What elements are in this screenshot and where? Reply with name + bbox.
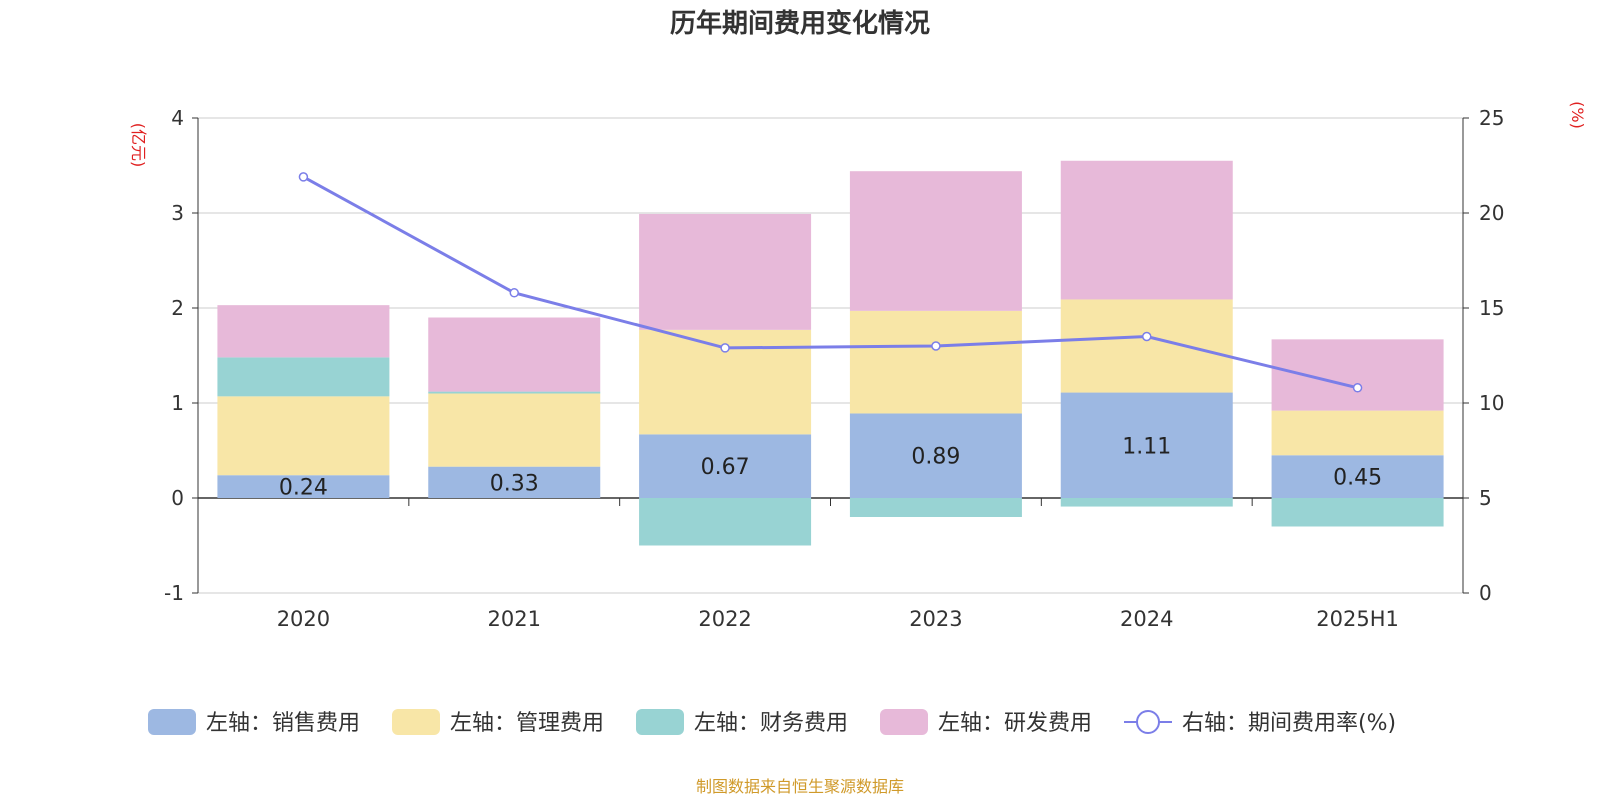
legend-label: 左轴：财务费用 bbox=[694, 711, 848, 736]
right-tick-label: 20 bbox=[1479, 201, 1504, 225]
rate-point bbox=[509, 288, 519, 298]
legend-marker bbox=[1136, 710, 1160, 734]
right-tick-label: 0 bbox=[1479, 581, 1492, 605]
bar-segment bbox=[1271, 455, 1444, 498]
bar-value-label: 0.89 bbox=[911, 445, 960, 470]
right-tick-label: 25 bbox=[1479, 106, 1504, 130]
left-axis-unit: (亿元) bbox=[129, 123, 148, 168]
bar-value-label: 0.24 bbox=[279, 476, 328, 501]
bar-segment bbox=[1060, 160, 1233, 300]
bar-segment bbox=[428, 393, 601, 467]
right-tick-label: 10 bbox=[1479, 391, 1504, 415]
bar-series bbox=[217, 160, 1444, 546]
legend-swatch bbox=[880, 709, 928, 735]
legend-label: 左轴：研发费用 bbox=[938, 711, 1092, 736]
bar-value-label: 0.67 bbox=[701, 455, 750, 480]
legend-swatch bbox=[636, 709, 684, 735]
bar-segment bbox=[639, 213, 812, 330]
left-tick-label: 3 bbox=[171, 201, 184, 225]
bar-segment bbox=[1060, 498, 1233, 507]
rate-point bbox=[720, 343, 730, 353]
legend-label: 左轴：销售费用 bbox=[206, 711, 360, 736]
bar-segment bbox=[217, 475, 390, 498]
bar-segment bbox=[217, 305, 390, 358]
bar-segment bbox=[849, 413, 1022, 498]
bar-segment bbox=[1271, 498, 1444, 527]
bar-value-label: 0.33 bbox=[490, 471, 539, 496]
legend-swatch bbox=[148, 709, 196, 735]
left-tick-label: -1 bbox=[164, 581, 184, 605]
rate-point bbox=[931, 341, 941, 351]
legend-label: 左轴：管理费用 bbox=[450, 711, 604, 736]
x-tick-label: 2021 bbox=[488, 607, 541, 631]
left-tick-label: 1 bbox=[171, 391, 184, 415]
left-tick-label: 0 bbox=[171, 486, 184, 510]
bar-segment bbox=[217, 357, 390, 397]
rate-point bbox=[1142, 331, 1152, 342]
right-axis-unit: (%) bbox=[1568, 101, 1587, 129]
bar-segment bbox=[639, 434, 812, 498]
right-tick-label: 5 bbox=[1479, 486, 1492, 510]
legend-swatch bbox=[392, 709, 440, 735]
bar-segment bbox=[428, 466, 601, 498]
bar-segment bbox=[1271, 410, 1444, 456]
rate-line bbox=[302, 175, 1358, 390]
bar-segment bbox=[849, 171, 1022, 311]
bar-segment bbox=[217, 396, 390, 476]
x-tick-label: 2020 bbox=[277, 607, 330, 631]
rate-point bbox=[1352, 383, 1363, 393]
axes: -1 0 1 2 3 4 0 5 10 15 20 25 2020 2021 2022 2023 2024 202… bbox=[164, 106, 1504, 631]
bar-segment bbox=[1060, 392, 1233, 498]
legend: 左轴：销售费用 左轴：管理费用 左轴：财务费用 左轴：研发费用 右轴：期间费用率(%) bbox=[148, 709, 1396, 736]
data-labels: 0.24 0.33 0.67 0.89 1.11 0.45 bbox=[279, 434, 1382, 500]
legend-label: 右轴：期间费用率(%) bbox=[1182, 711, 1396, 736]
left-tick-label: 4 bbox=[171, 106, 184, 130]
bar-segment bbox=[639, 498, 812, 546]
bar-segment bbox=[849, 310, 1022, 414]
x-tick-label: 2022 bbox=[698, 607, 751, 631]
left-tick-label: 2 bbox=[171, 296, 184, 320]
bar-segment bbox=[1060, 299, 1233, 393]
bar-segment bbox=[428, 391, 601, 394]
grid-lines bbox=[198, 117, 1463, 594]
bar-value-label: 1.11 bbox=[1122, 434, 1171, 459]
x-tick-label: 2023 bbox=[909, 607, 962, 631]
right-tick-label: 15 bbox=[1479, 296, 1504, 320]
bar-value-label: 0.45 bbox=[1333, 466, 1382, 491]
chart-title: 历年期间费用变化情况 bbox=[670, 8, 930, 39]
bar-segment bbox=[849, 498, 1022, 517]
rate-line-series bbox=[298, 172, 1363, 393]
source-note: 制图数据来自恒生聚源数据库 bbox=[696, 777, 904, 796]
bar-segment bbox=[1271, 339, 1444, 411]
rate-point bbox=[298, 172, 309, 182]
x-tick-label: 2024 bbox=[1120, 607, 1173, 631]
x-tick-label: 2025H1 bbox=[1316, 607, 1399, 631]
bar-segment bbox=[428, 317, 601, 392]
